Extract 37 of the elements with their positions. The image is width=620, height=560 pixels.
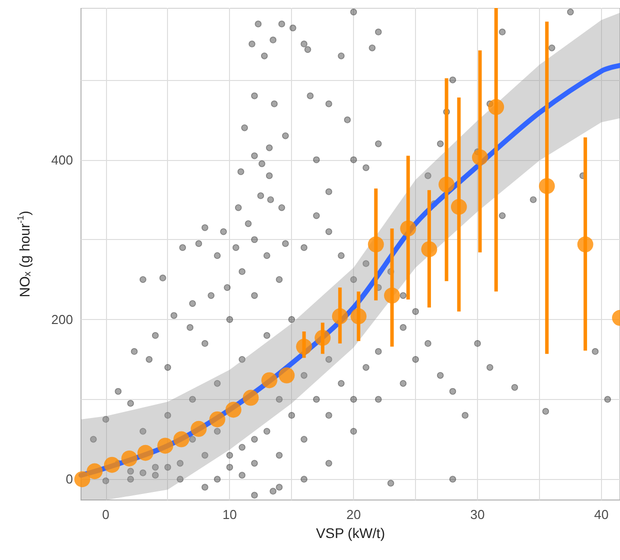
point — [190, 420, 207, 437]
point — [74, 471, 90, 488]
point — [296, 338, 312, 355]
point — [137, 444, 154, 461]
x-tick-label: 40 — [594, 507, 609, 522]
x-tick-label: 20 — [346, 507, 361, 522]
y-tick-label: 200 — [51, 312, 73, 327]
point — [438, 176, 455, 193]
x-tick-label: 10 — [222, 507, 237, 522]
point — [384, 288, 400, 304]
y-tick-label: 400 — [51, 152, 73, 168]
y-tick-label: 0 — [66, 472, 73, 487]
point — [450, 198, 467, 215]
point — [421, 241, 438, 258]
point — [209, 411, 226, 428]
point — [577, 236, 594, 252]
point — [332, 308, 348, 324]
point — [538, 178, 555, 194]
point — [472, 149, 488, 166]
point — [261, 372, 278, 388]
point — [368, 236, 384, 252]
x-tick-label: 30 — [470, 507, 485, 522]
point — [173, 431, 190, 448]
x-tick-label: 0 — [102, 507, 110, 522]
point — [225, 402, 242, 418]
x-axis-title: VSP (kW/t) — [316, 525, 385, 541]
point — [314, 330, 331, 346]
point — [488, 99, 504, 116]
point — [350, 308, 367, 324]
point — [400, 220, 416, 236]
point — [104, 456, 120, 473]
point — [278, 367, 295, 384]
point — [86, 463, 103, 480]
point — [121, 450, 138, 466]
y-axis-title: NOₓ (g hour-1) — [16, 210, 32, 298]
point — [157, 438, 174, 454]
point — [242, 390, 259, 406]
